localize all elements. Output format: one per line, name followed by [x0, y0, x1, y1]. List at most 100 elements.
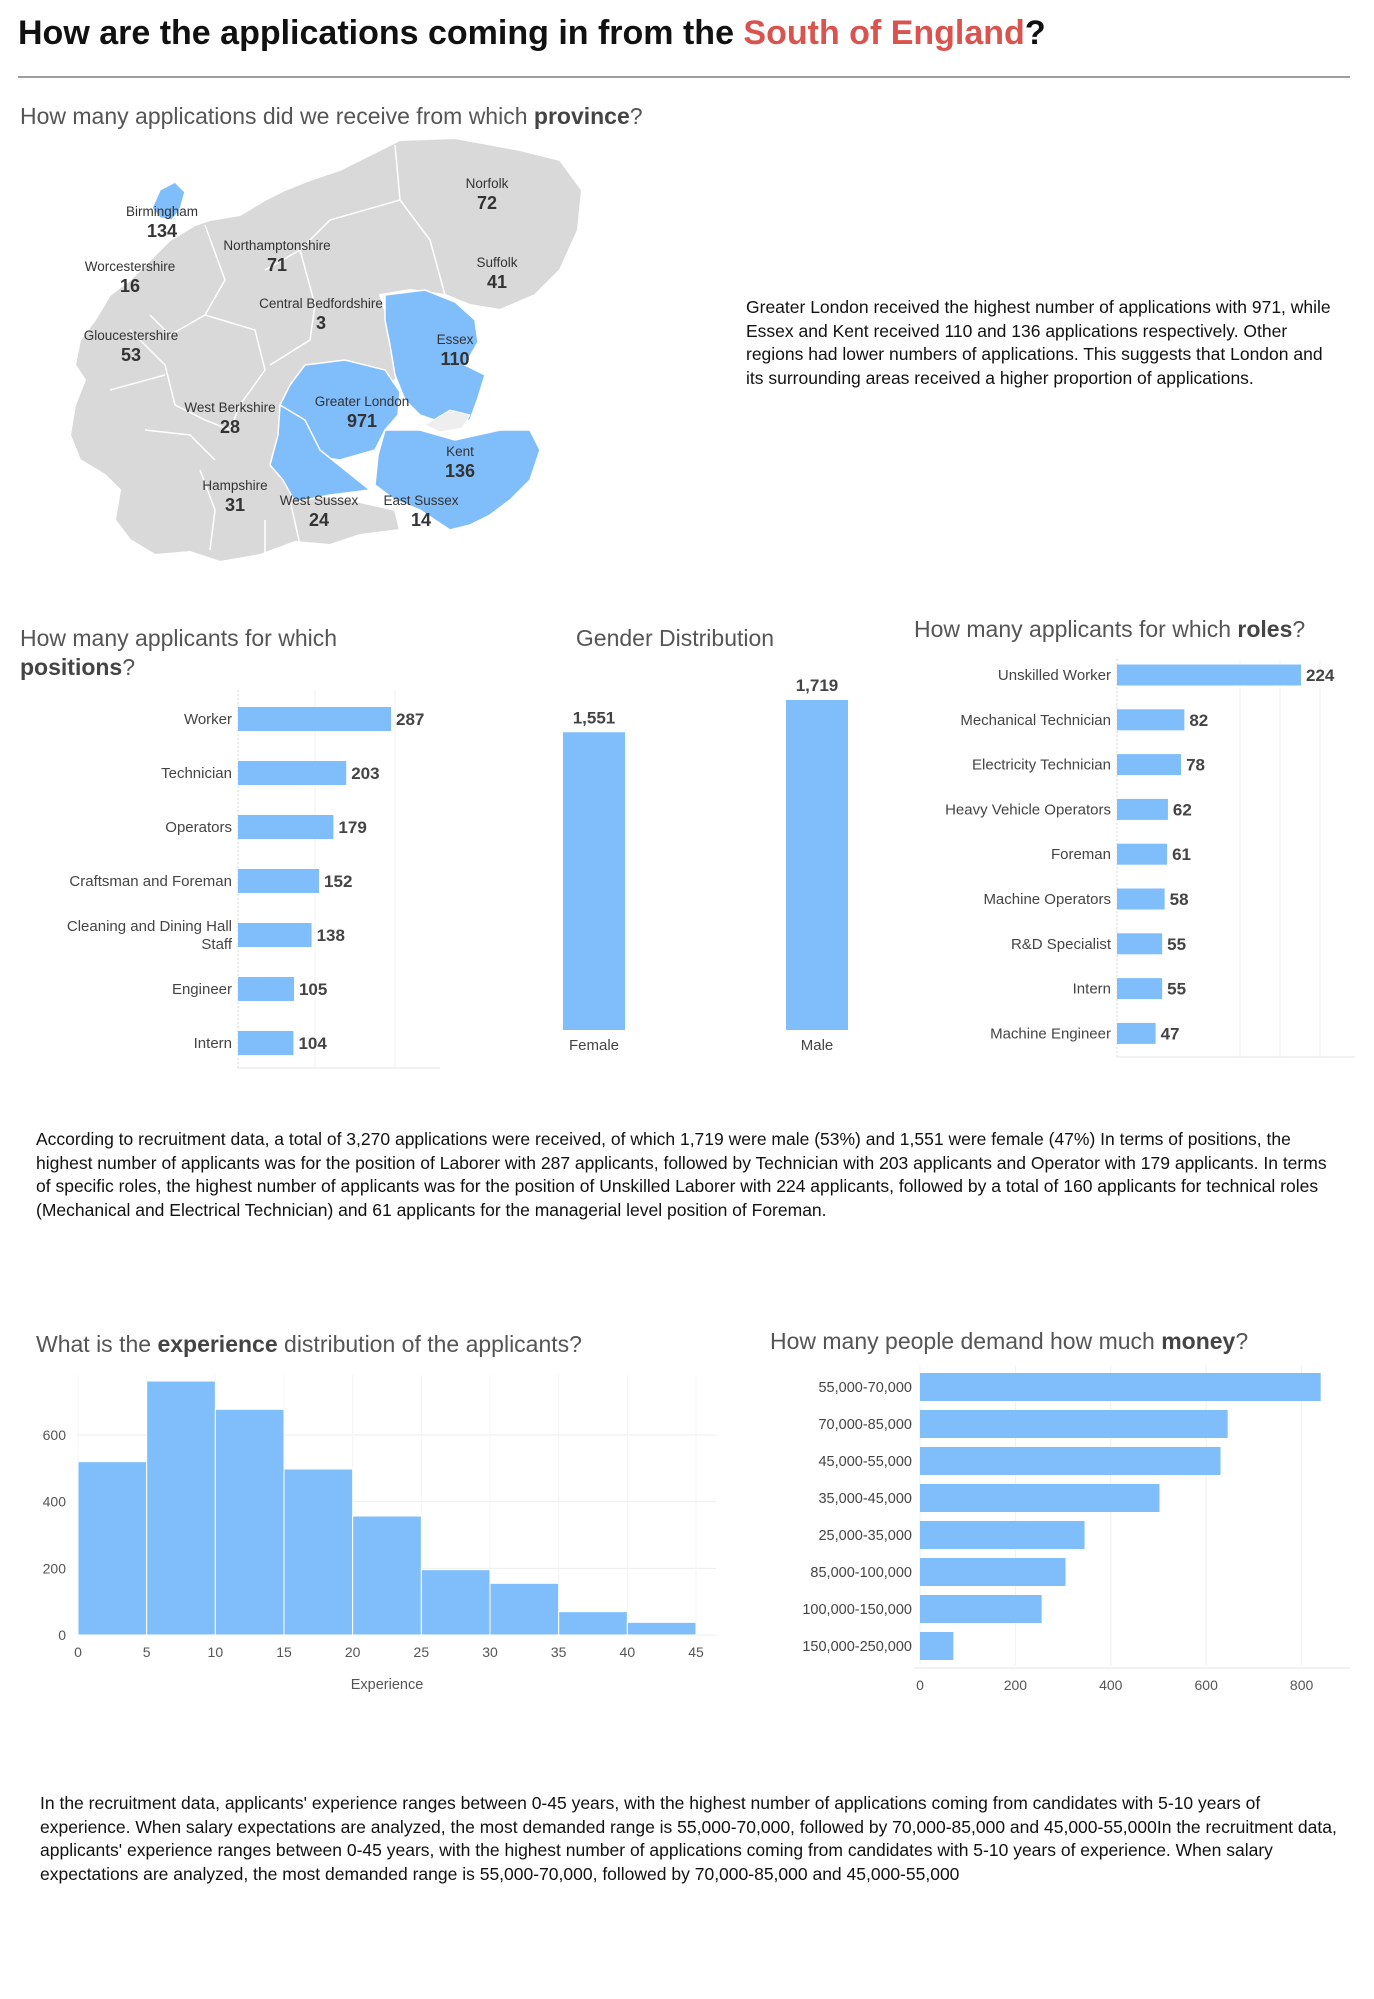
map-value-birmingham: 134	[147, 221, 177, 241]
map-value-east-sussex: 14	[411, 510, 431, 530]
bar-85-000-100-000	[920, 1558, 1066, 1586]
bar-craftsman-and-foreman	[238, 869, 320, 893]
positions-bar-chart: Worker 287 Technician 203 Operators 179 Crafts…	[67, 690, 440, 1069]
map-region-kent	[374, 429, 541, 531]
map-label-norfolk: Norfolk	[466, 176, 509, 191]
bar-heavy-vehicle-operators	[1117, 798, 1168, 820]
value-label-male: 1,719	[796, 676, 839, 695]
category-label-female: Female	[569, 1037, 619, 1054]
histogram-bin-25-30	[420, 1569, 491, 1636]
bar-45-000-55-000	[920, 1447, 1221, 1475]
x-tick-45: 45	[688, 1644, 704, 1660]
category-label-45-000-55-000: 45,000-55,000	[818, 1454, 912, 1470]
positions-title-suffix: ?	[122, 653, 136, 680]
x-tick-20: 20	[345, 1644, 361, 1660]
x-tick-5: 5	[143, 1644, 151, 1660]
map-value-west-sussex: 24	[309, 510, 329, 530]
map-region-greater-london-west	[269, 403, 372, 503]
experience-chart-title: What is the experience distribution of t…	[36, 1330, 716, 1359]
map-value-essex: 110	[440, 349, 469, 369]
y-tick-400: 400	[43, 1494, 67, 1510]
histogram-bin-35-40	[558, 1611, 628, 1636]
experience-title-suffix: distribution of the applicants?	[277, 1331, 582, 1357]
value-label-engineer: 105	[299, 980, 327, 999]
roles-chart-title: How many applicants for which roles?	[914, 615, 1354, 644]
bar-cleaning-and-dining-hall-staff	[238, 923, 312, 947]
roles-title-bold: roles	[1237, 616, 1293, 642]
y-tick-600: 600	[43, 1427, 67, 1443]
page-title-highlight: South of England	[743, 14, 1025, 52]
category-label-technician: Technician	[161, 765, 232, 782]
map-value-northamptonshire: 71	[267, 255, 287, 275]
category-label-machine-engineer: Machine Engineer	[990, 1025, 1111, 1042]
value-label-worker: 287	[396, 710, 424, 729]
histogram-bin-40-45	[626, 1621, 697, 1636]
bar-unskilled-worker	[1117, 664, 1301, 686]
bar-55-000-70-000	[920, 1373, 1321, 1401]
value-label-mechanical-technician: 82	[1189, 711, 1208, 730]
positions-title-prefix: How many applicants for which	[20, 625, 338, 651]
map-value-gloucestershire: 53	[121, 345, 141, 365]
gender-chart-title: Gender Distribution	[575, 625, 775, 651]
value-label-foreman: 61	[1172, 845, 1191, 864]
map-label-east-sussex: East Sussex	[383, 493, 458, 508]
map-value-kent: 136	[445, 461, 475, 481]
map-region-birmingham	[151, 181, 186, 221]
x-tick-40: 40	[620, 1644, 636, 1660]
category-label-cleaning-and-dining-hall-staff: Cleaning and Dining Hall	[67, 918, 232, 935]
bar-100-000-150-000	[920, 1595, 1042, 1623]
map-label-gloucestershire: Gloucestershire	[84, 328, 179, 343]
map-label-essex: Essex	[437, 332, 474, 347]
bar-150-000-250-000	[920, 1632, 954, 1660]
category-label-35-000-45-000: 35,000-45,000	[818, 1491, 912, 1507]
category-label-heavy-vehicle-operators: Heavy Vehicle Operators	[945, 801, 1111, 818]
recruitment-summary-text: According to recruitment data, a total o…	[36, 1129, 1327, 1220]
map-label-hampshire: Hampshire	[202, 478, 267, 493]
map-label-suffolk: Suffolk	[476, 255, 517, 270]
category-label-electricity-technician: Electricity Technician	[972, 757, 1111, 774]
experience-salary-summary-text: In the recruitment data, applicants' exp…	[40, 1793, 1337, 1884]
x-tick-35: 35	[551, 1644, 567, 1660]
category-label-intern: Intern	[194, 1035, 232, 1052]
value-label-unskilled-worker: 224	[1306, 666, 1335, 685]
bar-70-000-85-000	[920, 1410, 1228, 1438]
y-tick-0: 0	[58, 1627, 66, 1643]
bar-worker	[238, 707, 391, 731]
map-region-thames-estuary	[423, 409, 471, 433]
category-label-150-000-250-000: 150,000-250,000	[802, 1639, 912, 1655]
province-title-suffix: ?	[629, 103, 643, 129]
category-label-worker: Worker	[184, 711, 232, 728]
x-axis-label: Experience	[351, 1677, 424, 1693]
province-title-prefix: How many applications did we receive fro…	[20, 103, 534, 129]
category-label-85-000-100-000: 85,000-100,000	[810, 1565, 912, 1581]
category-label-operators: Operators	[165, 819, 232, 836]
bar-engineer	[238, 977, 294, 1001]
x-tick-30: 30	[482, 1644, 498, 1660]
x-tick-0: 0	[916, 1677, 924, 1693]
category-label-intern: Intern	[1073, 981, 1111, 998]
positions-title-bold: positions	[20, 653, 123, 680]
map-region-grey	[68, 136, 584, 564]
bar-technician	[238, 761, 347, 785]
bar-foreman	[1117, 843, 1168, 865]
map-region-grey-borders	[109, 144, 446, 555]
bar-mechanical-technician	[1117, 709, 1185, 731]
category-label-25-000-35-000: 25,000-35,000	[818, 1528, 912, 1544]
histogram-bin-20-25	[352, 1515, 422, 1636]
map-label-greater-london: Greater London	[315, 394, 410, 409]
map-region-essex	[384, 289, 486, 423]
province-chart-title: How many applications did we receive fro…	[20, 102, 643, 131]
value-label-electricity-technician: 78	[1186, 756, 1205, 775]
x-tick-200: 200	[1004, 1677, 1028, 1693]
money-bar-chart: 0 200 400 600 800 55,000-70,000 70,000-85,000 4…	[802, 1365, 1350, 1693]
category-label-r-d-specialist: R&D Specialist	[1011, 936, 1112, 953]
category-label-machine-operators: Machine Operators	[983, 891, 1111, 908]
value-label-craftsman-and-foreman: 152	[324, 872, 352, 891]
experience-title-bold: experience	[157, 1331, 278, 1357]
category-label-cleaning-and-dining-hall-staff: Staff	[201, 936, 232, 953]
title-divider	[18, 76, 1350, 78]
y-tick-200: 200	[43, 1560, 67, 1576]
map-label-worcestershire: Worcestershire	[85, 259, 176, 274]
histogram-bin-30-35	[489, 1582, 560, 1636]
x-tick-10: 10	[208, 1644, 224, 1660]
